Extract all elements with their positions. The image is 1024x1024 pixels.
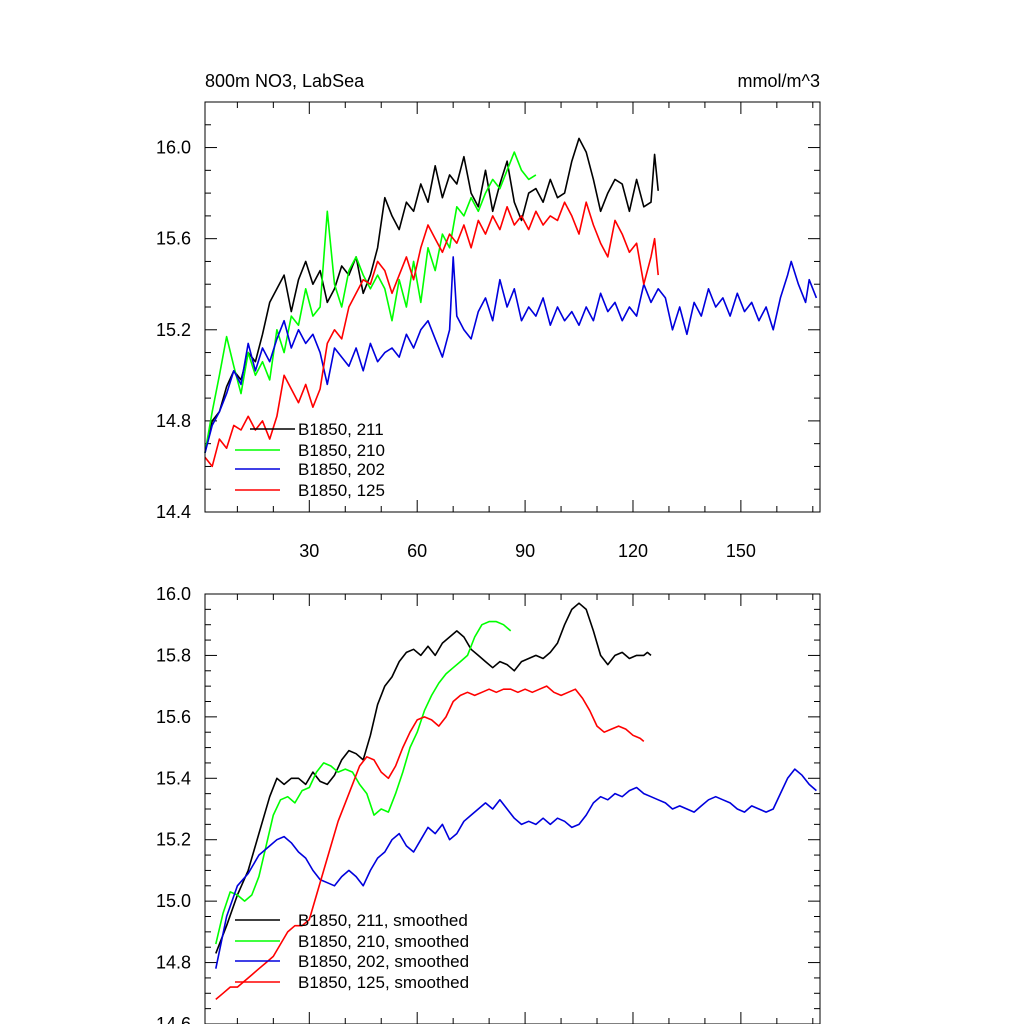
series-line-4 — [215, 685, 645, 1001]
y-tick-label: 14.8 — [156, 411, 191, 431]
top-series-group — [204, 137, 818, 468]
top-panel: 800m NO3, LabSea mmol/m^3 30 60 90 120 150 14… — [156, 71, 821, 561]
legend-label-4: B1850, 125 — [298, 481, 385, 500]
series-line-4 — [204, 201, 659, 468]
x-tick-label: 150 — [726, 541, 756, 561]
y-tick-label: 14.8 — [156, 953, 191, 973]
y-tick-label: 16.0 — [156, 584, 191, 604]
y-tick-label: 15.8 — [156, 645, 191, 665]
bottom-axes: 14.6 14.8 15.0 15.2 15.4 15.6 15.8 16.0 — [156, 584, 820, 1024]
x-tick-label: 30 — [299, 541, 319, 561]
y-tick-label: 15.0 — [156, 891, 191, 911]
y-tick-label: 15.4 — [156, 768, 191, 788]
legend-label-2: B1850, 210, smoothed — [298, 932, 469, 951]
y-tick-label: 14.4 — [156, 502, 191, 522]
units-label: mmol/m^3 — [738, 71, 820, 91]
bottom-plot-frame — [204, 593, 821, 1024]
legend-label-2: B1850, 210 — [298, 441, 385, 460]
series-line-3 — [215, 768, 817, 969]
x-tick-label: 120 — [618, 541, 648, 561]
legend-label-3: B1850, 202, smoothed — [298, 952, 469, 971]
legend-label-4: B1850, 125, smoothed — [298, 973, 469, 992]
series-line-1 — [204, 137, 659, 453]
y-tick-label: 14.6 — [156, 1014, 191, 1024]
x-tick-label: 60 — [407, 541, 427, 561]
legend-label-3: B1850, 202 — [298, 460, 385, 479]
y-tick-label: 15.6 — [156, 707, 191, 727]
legend-label-1: B1850, 211 — [298, 420, 384, 439]
y-tick-label: 16.0 — [156, 138, 191, 158]
chart-title: 800m NO3, LabSea — [205, 71, 365, 91]
series-line-3 — [204, 256, 818, 454]
y-tick-label: 15.6 — [156, 229, 191, 249]
top-axes: 30 60 90 120 150 14.4 14.8 15.2 15.6 16.0 — [156, 101, 820, 561]
y-tick-label: 15.2 — [156, 830, 191, 850]
series-line-1 — [215, 602, 652, 954]
series-line-2 — [215, 620, 512, 945]
top-plot-frame — [204, 101, 821, 513]
y-tick-label: 15.2 — [156, 320, 191, 340]
series-line-2 — [204, 151, 537, 453]
x-tick-label: 90 — [515, 541, 535, 561]
bottom-legend: B1850, 211, smoothed B1850, 210, smoothed… — [235, 911, 469, 992]
bottom-panel: 14.6 14.8 15.0 15.2 15.4 15.6 15.8 16.0 B1850, … — [156, 584, 821, 1024]
bottom-series-group — [215, 602, 817, 1001]
legend-label-1: B1850, 211, smoothed — [298, 911, 468, 930]
